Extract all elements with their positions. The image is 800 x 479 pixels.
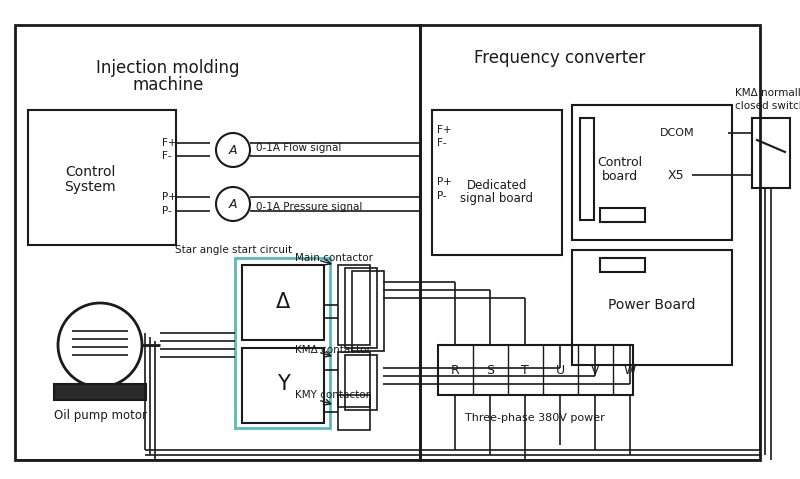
Bar <box>438 345 633 395</box>
Text: 0-1A Flow signal: 0-1A Flow signal <box>256 143 342 153</box>
Text: V: V <box>590 364 599 376</box>
Text: P+: P+ <box>162 192 177 202</box>
Text: 0-1A Pressure signal: 0-1A Pressure signal <box>256 202 362 212</box>
Bar <box>752 118 790 188</box>
Bar <box>432 110 562 255</box>
Text: Control: Control <box>598 156 642 169</box>
Text: machine: machine <box>132 76 204 94</box>
Bar <box>15 25 420 460</box>
Text: board: board <box>602 170 638 182</box>
Text: A: A <box>229 144 238 157</box>
Text: F+: F+ <box>437 125 451 135</box>
Text: Power Board: Power Board <box>608 298 696 312</box>
Text: KMΔ contactor: KMΔ contactor <box>295 345 371 355</box>
Bar <box>28 110 176 245</box>
Text: System: System <box>64 180 116 194</box>
Bar <box>338 352 370 407</box>
Bar <box>420 25 760 460</box>
Bar <box>352 271 384 351</box>
Text: Y: Y <box>277 374 290 394</box>
Text: Oil pump motor: Oil pump motor <box>54 409 146 422</box>
Text: R: R <box>450 364 459 376</box>
Text: Frequency converter: Frequency converter <box>474 49 646 67</box>
Bar <box>338 395 370 430</box>
Bar <box>338 265 370 345</box>
Text: F-: F- <box>162 151 172 161</box>
Bar <box>242 348 324 423</box>
Text: KMY contactor: KMY contactor <box>295 390 370 400</box>
Text: Dedicated: Dedicated <box>467 179 527 192</box>
Text: F-: F- <box>437 138 446 148</box>
Bar <box>345 355 377 410</box>
Bar <box>345 268 377 348</box>
Text: T: T <box>521 364 529 376</box>
Text: Main contactor: Main contactor <box>295 253 373 263</box>
Text: P-: P- <box>162 206 172 216</box>
Text: Control: Control <box>65 165 115 179</box>
Bar <box>600 208 645 222</box>
Bar <box>235 258 330 428</box>
Text: Injection molding: Injection molding <box>96 59 240 77</box>
Text: S: S <box>486 364 494 376</box>
Text: signal board: signal board <box>461 192 534 205</box>
Text: closed switch: closed switch <box>735 101 800 111</box>
Bar <box>54 384 146 400</box>
Bar <box>242 265 324 340</box>
Text: Δ: Δ <box>276 292 290 312</box>
Text: Three-phase 380V power: Three-phase 380V power <box>465 413 605 423</box>
Text: P+: P+ <box>437 177 452 187</box>
Bar <box>580 118 594 220</box>
Text: W: W <box>624 364 636 376</box>
Text: F+: F+ <box>162 138 177 148</box>
Bar <box>572 250 732 365</box>
Text: Star angle start circuit: Star angle start circuit <box>175 245 292 255</box>
Text: DCOM: DCOM <box>660 128 694 138</box>
Text: KMΔ normally: KMΔ normally <box>735 88 800 98</box>
Text: X5: X5 <box>668 169 685 182</box>
Bar <box>572 105 732 240</box>
Text: P-: P- <box>437 191 446 201</box>
Bar <box>600 258 645 272</box>
Text: U: U <box>555 364 565 376</box>
Text: A: A <box>229 197 238 210</box>
